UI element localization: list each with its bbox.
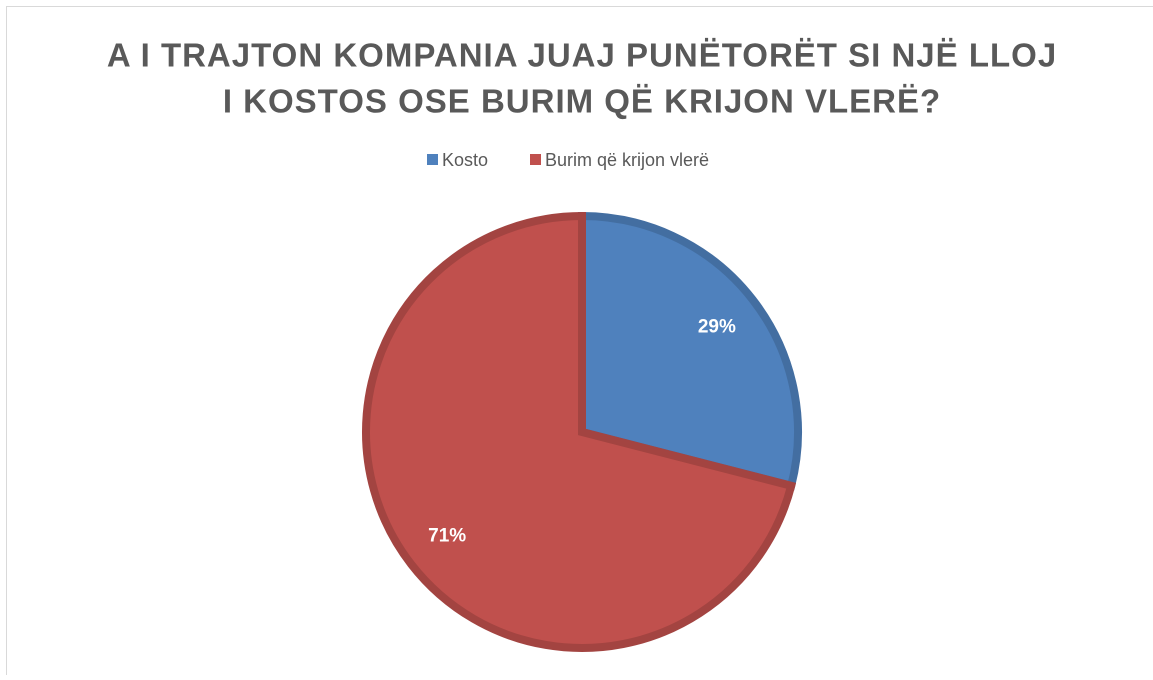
data-label: 29% — [698, 316, 736, 337]
chart-title: I KOSTOS OSE BURIM QË KRIJON VLERË? — [223, 83, 941, 120]
legend-label: Kosto — [442, 150, 488, 170]
legend-swatch — [427, 154, 438, 165]
data-label: 71% — [428, 526, 466, 547]
legend-swatch — [530, 154, 541, 165]
legend-label: Burim që krijon vlerë — [545, 150, 709, 170]
chart-title: A I TRAJTON KOMPANIA JUAJ PUNËTORËT SI N… — [107, 37, 1057, 74]
